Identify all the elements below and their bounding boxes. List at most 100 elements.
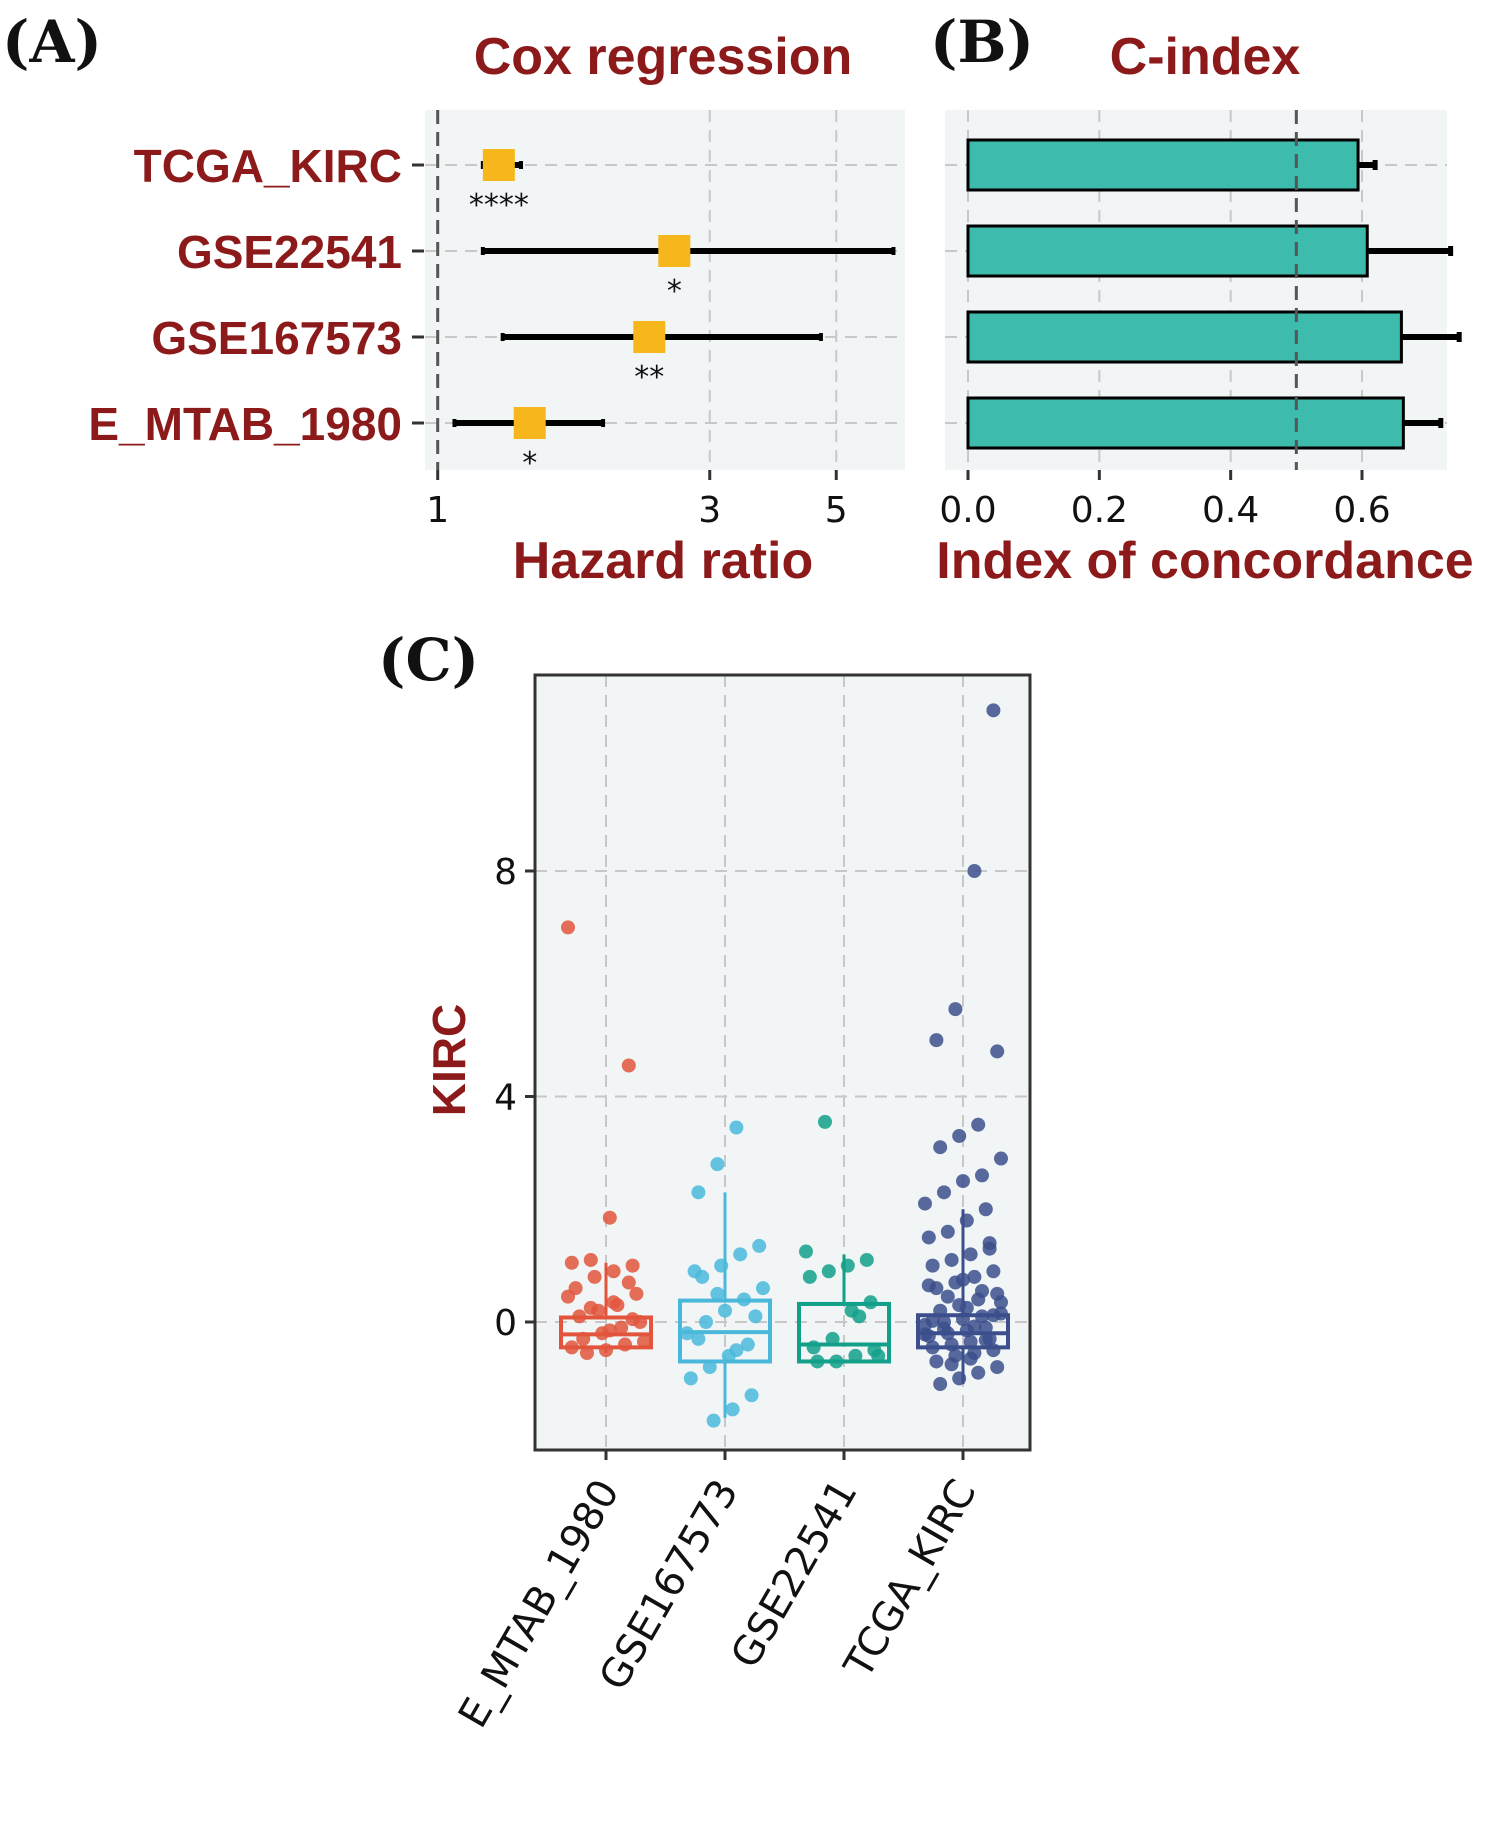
panel-c-frame bbox=[533, 673, 1032, 1452]
panel-b-x-axis-label: Index of concordance bbox=[936, 532, 1473, 590]
panel-c-data-point bbox=[602, 1210, 617, 1225]
panel-b-x-ticks: 0.0 0.2 0.4 0.6 bbox=[939, 470, 1391, 531]
panel-c-data-point bbox=[963, 1247, 978, 1262]
panel-a-hazard-marker bbox=[513, 407, 546, 439]
panel-c-data-point bbox=[952, 1128, 967, 1143]
panel-c-y-tick-label: 0 bbox=[494, 1303, 517, 1344]
panel-c-data-point bbox=[978, 1320, 993, 1335]
panel-c-data-point bbox=[691, 1185, 706, 1200]
panel-b-title: C-index bbox=[1110, 28, 1301, 86]
panel-a: Cox regression ******** TCGA_KIRCGSE2254… bbox=[88, 28, 905, 590]
panel-b-bar bbox=[966, 224, 1369, 278]
panel-c-data-point bbox=[963, 1351, 978, 1366]
panel-c-data-point bbox=[606, 1295, 621, 1310]
panel-a-x-axis-label: Hazard ratio bbox=[513, 532, 814, 590]
panel-a-hazard-marker bbox=[633, 321, 666, 353]
panel-label-c: (C) bbox=[378, 626, 479, 694]
panel-a-title: Cox regression bbox=[474, 28, 853, 86]
panel-c-data-point bbox=[637, 1334, 651, 1349]
panel-a-category-label: GSE22541 bbox=[177, 226, 402, 278]
panel-c-data-point bbox=[699, 1315, 713, 1329]
panel-c-data-point bbox=[583, 1252, 598, 1267]
panel-a-x-tick-label: 3 bbox=[698, 490, 721, 531]
panel-c-data-point bbox=[587, 1269, 602, 1284]
panel-c-data-point bbox=[944, 1252, 959, 1267]
panel-a-significance-label: ** bbox=[634, 360, 664, 395]
panel-b-x-tick-label: 0.0 bbox=[939, 490, 996, 531]
panel-c-category-label: E_MTAB_1980 bbox=[450, 1472, 629, 1736]
panel-c-data-point bbox=[956, 1174, 970, 1189]
panel-c-y-axis-label: KIRC bbox=[423, 1004, 475, 1116]
panel-a-category-label: TCGA_KIRC bbox=[134, 140, 402, 192]
panel-c-data-point bbox=[921, 1278, 936, 1293]
panel-c-data-point bbox=[744, 1388, 759, 1403]
panel-c-data-point bbox=[729, 1120, 744, 1135]
panel-a-significance-label: **** bbox=[469, 188, 529, 223]
panel-c-data-point bbox=[752, 1238, 767, 1253]
panel-c-data-point bbox=[940, 1289, 955, 1304]
panel-c-data-point bbox=[691, 1331, 706, 1346]
panel-b-x-tick-label: 0.2 bbox=[1071, 490, 1128, 531]
panel-c-data-point bbox=[967, 1269, 982, 1284]
panel-c-data-point bbox=[859, 1252, 874, 1267]
panel-c-data-point bbox=[606, 1264, 621, 1279]
panel-c-data-point bbox=[802, 1269, 817, 1284]
panel-a-hazard-marker bbox=[658, 235, 691, 267]
panel-b-bar bbox=[966, 310, 1403, 364]
panel-c: 0 4 8 E_MTAB_1980GSE167573GSE22541TCGA_KIR… bbox=[423, 673, 1032, 1736]
panel-c-data-point bbox=[925, 1313, 940, 1328]
panel-c-data-point bbox=[933, 1377, 948, 1392]
panel-c-data-point bbox=[618, 1337, 632, 1352]
panel-a-category-labels: TCGA_KIRC GSE22541 GSE167573 E_MTAB_1980 bbox=[88, 140, 424, 450]
panel-c-y-tick-label: 8 bbox=[494, 852, 517, 893]
panel-b-x-tick-label: 0.4 bbox=[1202, 490, 1259, 531]
panel-a-significance-label: * bbox=[522, 446, 537, 481]
panel-c-data-point bbox=[956, 1272, 970, 1287]
panel-c-data-point bbox=[990, 1044, 1005, 1059]
panel-c-data-point bbox=[925, 1258, 940, 1273]
panel-c-data-point bbox=[978, 1333, 993, 1348]
panel-c-data-point bbox=[756, 1281, 770, 1296]
panel-c-data-point bbox=[921, 1230, 936, 1245]
panel-b-x-tick-label: 0.6 bbox=[1333, 490, 1390, 531]
panel-c-data-point bbox=[959, 1213, 974, 1228]
panel-c-data-point bbox=[967, 864, 982, 878]
panel-c-marks bbox=[559, 703, 1010, 1428]
panel-a-x-ticks: 1 3 5 bbox=[426, 470, 848, 531]
panel-a-marks: ******** bbox=[452, 149, 896, 481]
panel-c-data-point bbox=[702, 1360, 717, 1375]
panel-a-x-tick-label: 1 bbox=[426, 490, 449, 531]
panel-c-data-point bbox=[806, 1340, 821, 1355]
panel-c-data-point bbox=[994, 1151, 1008, 1166]
panel-c-data-point bbox=[971, 1117, 986, 1132]
panel-c-data-point bbox=[629, 1286, 644, 1301]
panel-label-a: (A) bbox=[2, 8, 102, 76]
panel-label-b: (B) bbox=[930, 8, 1034, 76]
panel-c-data-point bbox=[729, 1343, 744, 1358]
panel-b: C-index 0.0 0.2 0.4 0.6 Index of concordanc… bbox=[936, 28, 1473, 590]
panel-c-data-point bbox=[848, 1348, 863, 1363]
panel-c-data-point bbox=[918, 1196, 932, 1211]
panel-c-data-point bbox=[599, 1343, 613, 1358]
panel-b-bar bbox=[966, 396, 1405, 450]
panel-c-data-point bbox=[975, 1168, 989, 1183]
panel-c-box bbox=[797, 1301, 891, 1364]
panel-c-data-point bbox=[963, 1334, 978, 1349]
panel-c-data-point bbox=[706, 1413, 721, 1428]
panel-a-category-label: GSE167573 bbox=[151, 312, 402, 364]
panel-c-data-point bbox=[990, 1360, 1005, 1375]
panel-c-data-point bbox=[614, 1320, 629, 1335]
panel-c-data-point bbox=[710, 1286, 725, 1301]
panel-b-marks bbox=[966, 110, 1462, 470]
panel-c-y-ticks: 0 4 8 bbox=[494, 852, 535, 1344]
panel-c-data-point bbox=[978, 1202, 993, 1217]
panel-c-data-point bbox=[975, 1283, 989, 1298]
panel-c-data-point bbox=[982, 1241, 997, 1256]
panel-c-data-point bbox=[952, 1371, 967, 1386]
panel-c-data-point bbox=[564, 1255, 579, 1270]
panel-c-data-point bbox=[986, 703, 1001, 718]
panel-c-data-point bbox=[561, 1289, 575, 1304]
panel-a-hazard-marker bbox=[482, 149, 515, 181]
